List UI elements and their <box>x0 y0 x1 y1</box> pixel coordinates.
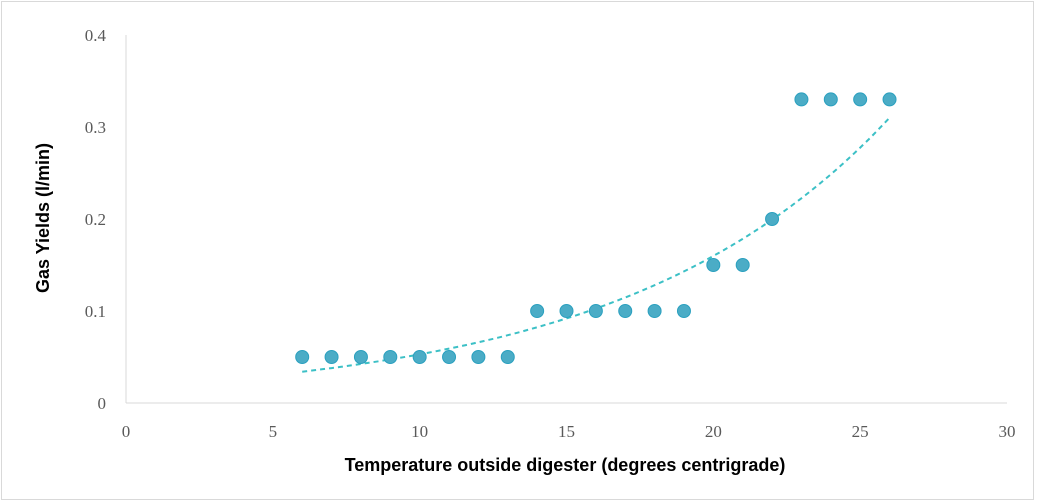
data-point <box>559 304 574 318</box>
x-tick-label: 15 <box>558 422 575 441</box>
y-tick-label: 0.3 <box>85 118 106 137</box>
y-tick-label: 0.4 <box>85 26 107 45</box>
data-point <box>383 350 398 364</box>
data-points <box>295 92 897 364</box>
tick-labels: 0 5 10 15 20 25 30 0 0.1 0.2 0.3 0.4 <box>85 26 1016 441</box>
data-point <box>588 304 603 318</box>
x-tick-label: 25 <box>852 422 869 441</box>
axes <box>125 35 1007 404</box>
y-tick-label: 0 <box>98 394 107 413</box>
y-axis-title: Gas Yields (l/min) <box>33 143 53 293</box>
data-point <box>530 304 545 318</box>
data-point <box>823 92 838 107</box>
data-point <box>647 304 662 318</box>
data-point <box>442 350 457 364</box>
x-tick-label: 0 <box>122 422 131 441</box>
data-point <box>676 304 691 318</box>
x-tick-label: 20 <box>705 422 722 441</box>
data-point <box>853 92 868 107</box>
data-point <box>765 212 780 226</box>
x-tick-label: 10 <box>411 422 428 441</box>
data-point <box>324 350 339 364</box>
data-point <box>735 258 750 272</box>
data-point <box>706 258 721 272</box>
y-tick-label: 0.1 <box>85 302 106 321</box>
data-point <box>353 350 368 364</box>
y-tick-label: 0.2 <box>85 210 106 229</box>
data-point <box>794 92 809 107</box>
data-point <box>295 350 310 364</box>
x-tick-label: 5 <box>269 422 278 441</box>
data-point <box>412 350 427 364</box>
data-point <box>882 92 897 107</box>
x-tick-label: 30 <box>999 422 1016 441</box>
trendline-group <box>302 117 891 373</box>
data-point <box>471 350 486 364</box>
trendline <box>302 117 891 373</box>
data-point <box>618 304 633 318</box>
data-point <box>500 350 515 364</box>
x-axis-title: Temperature outside digester (degrees ce… <box>345 455 786 475</box>
